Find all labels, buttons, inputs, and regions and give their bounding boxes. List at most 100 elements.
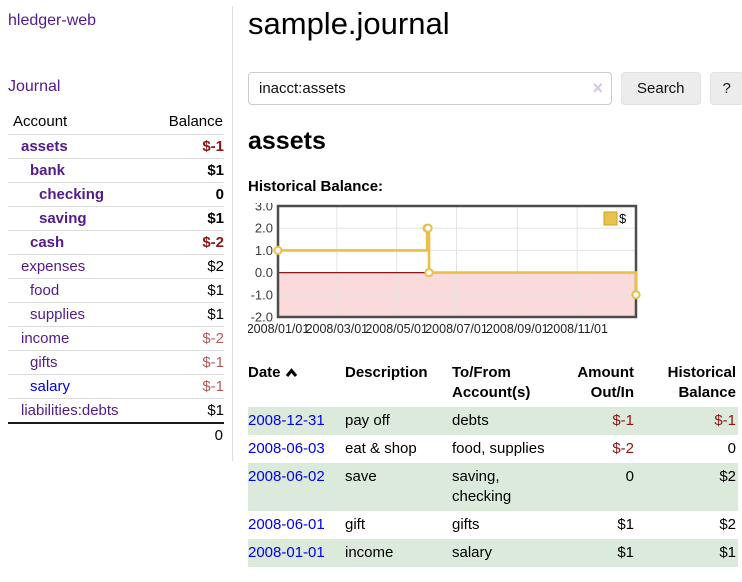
account-link[interactable]: bank <box>30 162 66 179</box>
account-row: assets $-1 <box>8 134 224 159</box>
transaction-date-cell: 2008-12-31 <box>248 407 345 435</box>
account-cell: expenses <box>8 254 148 279</box>
svg-text:-1.0: -1.0 <box>251 287 273 302</box>
register-col-amount: Amount Out/In <box>577 364 634 401</box>
account-link[interactable]: salary <box>30 378 71 395</box>
historical-balance: $2 <box>644 463 738 511</box>
help-button[interactable]: ? <box>709 72 742 105</box>
svg-text:2008/03/01: 2008/03/01 <box>306 322 369 336</box>
register-col-balance: Historical Balance <box>667 364 736 401</box>
sidebar: hledger-web Journal Account Balance asse… <box>0 6 233 461</box>
accounts-total-row: 0 <box>8 422 224 447</box>
account-link[interactable]: liabilities:debts <box>21 402 119 419</box>
account-balance: $-1 <box>147 350 224 375</box>
transaction-date-link[interactable]: 2008-12-31 <box>248 412 325 429</box>
account-row: liabilities:debts $1 <box>8 398 224 423</box>
transaction-date-link[interactable]: 2008-06-01 <box>248 516 325 533</box>
sidebar-item-journal[interactable]: Journal <box>8 78 61 95</box>
account-link[interactable]: gifts <box>30 354 58 371</box>
register-row: 2008-06-03 eat & shop food, supplies $-2 0 <box>248 435 738 463</box>
transaction-date-link[interactable]: 2008-06-02 <box>248 468 325 485</box>
svg-text:$: $ <box>619 211 627 226</box>
account-cell: gifts <box>8 350 148 375</box>
chart-title: Historical Balance: <box>248 178 384 195</box>
account-balance: $1 <box>147 278 224 303</box>
accounts-col-account: Account <box>13 113 68 130</box>
search-form: × Search ? <box>248 72 742 105</box>
account-cell: cash <box>8 230 148 255</box>
balance-chart-svg: $3.0 2.0 1.0 0.0 -1.0 -2.02008/01/012008/03/0… <box>248 203 641 336</box>
svg-text:2.0: 2.0 <box>255 221 273 236</box>
account-cell: assets <box>8 134 148 159</box>
register-col-description: Description <box>345 364 428 381</box>
account-link[interactable]: checking <box>39 186 105 203</box>
transaction-amount: $-1 <box>569 407 644 435</box>
svg-text:2008/11/01: 2008/11/01 <box>546 322 608 336</box>
register-row: 2008-01-01 income salary $1 $1 <box>248 539 738 567</box>
account-balance: $1 <box>147 158 224 183</box>
transaction-description: gift <box>345 516 366 533</box>
register-table: Date Description To/From Account(s) Amou… <box>248 361 738 567</box>
register-col-accounts: To/From Account(s) <box>452 364 531 401</box>
register-table-body: 2008-12-31 pay off debts $-1 $-1 2008-06-03 ea… <box>248 407 738 567</box>
account-balance: $1 <box>147 206 224 231</box>
svg-text:1.0: 1.0 <box>255 243 273 258</box>
transaction-date-cell: 2008-06-03 <box>248 435 345 463</box>
svg-text:-2.0: -2.0 <box>251 310 273 325</box>
account-link[interactable]: saving <box>39 210 87 227</box>
accounts-total: 0 <box>147 422 224 447</box>
accounts-table-body: assets $-1 bank $1 checking 0 saving $1 cash $-2 e… <box>8 134 224 423</box>
account-balance: $1 <box>147 302 224 327</box>
register-row: 2008-06-01 gift gifts $1 $2 <box>248 511 738 539</box>
transaction-description: save <box>345 463 452 511</box>
account-link[interactable]: supplies <box>30 306 86 323</box>
transaction-accounts: debts <box>452 407 569 435</box>
account-row: salary $-1 <box>8 374 224 399</box>
transaction-date-link[interactable]: 2008-06-03 <box>248 440 325 457</box>
account-link[interactable]: expenses <box>21 258 86 275</box>
historical-balance: $2 <box>719 516 736 533</box>
account-balance: $-1 <box>147 134 224 159</box>
register-row: 2008-12-31 pay off debts $-1 $-1 <box>248 407 738 435</box>
account-link[interactable]: assets <box>21 138 68 155</box>
brand-link[interactable]: hledger-web <box>8 12 97 29</box>
account-row: supplies $1 <box>8 302 224 327</box>
transaction-description: eat & shop <box>345 440 417 457</box>
svg-text:2008/09/01: 2008/09/01 <box>486 322 549 336</box>
balance-chart: $3.0 2.0 1.0 0.0 -1.0 -2.0 2008/01/01 2008/03/0… <box>248 203 742 339</box>
historical-balance: $1 <box>644 539 738 567</box>
search-button[interactable]: Search <box>621 72 701 105</box>
account-cell: supplies <box>8 302 148 327</box>
account-row: checking 0 <box>8 182 224 207</box>
transaction-date-link[interactable]: 2008-01-01 <box>248 544 325 561</box>
clear-search-icon[interactable]: × <box>592 78 603 98</box>
account-row: bank $1 <box>8 158 224 183</box>
app-window: hledger-web Journal Account Balance asse… <box>0 6 742 567</box>
transaction-amount: $-2 <box>612 440 634 457</box>
main-content: sample.journal × Search ? assets Histori… <box>233 6 742 567</box>
transaction-amount: 0 <box>569 463 644 511</box>
svg-text:2008/01/01: 2008/01/01 <box>248 322 309 336</box>
account-link[interactable]: cash <box>30 234 65 251</box>
transaction-amount: $1 <box>617 516 634 533</box>
search-input[interactable] <box>248 72 612 105</box>
register-row: 2008-06-02 save saving, checking 0 $2 <box>248 463 738 511</box>
transaction-description: income <box>345 539 452 567</box>
account-row: food $1 <box>8 278 224 303</box>
transaction-date-cell: 2008-01-01 <box>248 539 345 567</box>
account-link[interactable]: food <box>30 282 60 299</box>
svg-text:0.0: 0.0 <box>255 265 273 280</box>
transaction-date-cell: 2008-06-01 <box>248 511 345 539</box>
register-col-date[interactable]: Date <box>248 361 345 407</box>
sort-ascending-icon <box>285 364 298 384</box>
account-link[interactable]: income <box>21 330 70 347</box>
account-heading: assets <box>248 127 326 155</box>
svg-text:2008/07/01: 2008/07/01 <box>425 322 488 336</box>
accounts-header-row: Account Balance <box>8 110 224 135</box>
spacer-cell <box>8 422 148 447</box>
accounts-col-balance: Balance <box>168 113 223 130</box>
account-balance: $-2 <box>147 230 224 255</box>
account-row: saving $1 <box>8 206 224 231</box>
accounts-table: Account Balance assets $-1 bank $1 checking 0… <box>8 110 224 447</box>
transaction-accounts: saving, checking <box>452 463 569 511</box>
